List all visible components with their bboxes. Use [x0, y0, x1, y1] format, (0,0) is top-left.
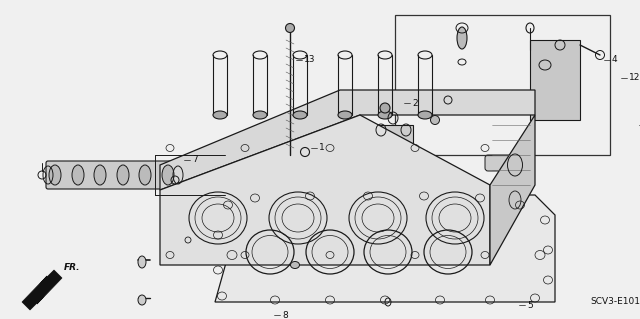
FancyBboxPatch shape	[46, 161, 180, 189]
Ellipse shape	[380, 103, 390, 113]
Text: 2: 2	[412, 99, 418, 108]
Polygon shape	[160, 90, 535, 190]
Text: 12: 12	[629, 73, 640, 83]
Ellipse shape	[418, 111, 432, 119]
Bar	[395, 15, 610, 155]
Polygon shape	[160, 115, 490, 265]
Ellipse shape	[138, 256, 146, 268]
Ellipse shape	[49, 165, 61, 185]
Text: 8: 8	[282, 310, 288, 319]
Polygon shape	[490, 115, 535, 265]
Text: FR.: FR.	[64, 263, 81, 272]
Ellipse shape	[138, 295, 146, 305]
Ellipse shape	[213, 111, 227, 119]
Text: 1: 1	[319, 144, 324, 152]
Text: 4: 4	[612, 56, 618, 64]
Text: 13: 13	[304, 56, 316, 64]
Ellipse shape	[117, 165, 129, 185]
Ellipse shape	[378, 111, 392, 119]
Ellipse shape	[162, 165, 174, 185]
Text: 5: 5	[527, 300, 532, 309]
Text: 7: 7	[192, 155, 198, 165]
Ellipse shape	[291, 262, 300, 269]
Bar	[192, 233, 200, 255]
Ellipse shape	[293, 111, 307, 119]
Ellipse shape	[285, 24, 294, 33]
Text: SCV3-E1010: SCV3-E1010	[590, 298, 640, 307]
Bar	[530, 40, 580, 120]
Ellipse shape	[139, 165, 151, 185]
Ellipse shape	[431, 115, 440, 124]
Ellipse shape	[72, 165, 84, 185]
FancyBboxPatch shape	[485, 155, 531, 171]
Polygon shape	[215, 195, 555, 302]
Bar	[375, 125, 413, 165]
Ellipse shape	[94, 165, 106, 185]
Ellipse shape	[457, 27, 467, 49]
Ellipse shape	[338, 111, 352, 119]
Ellipse shape	[253, 111, 267, 119]
Polygon shape	[22, 270, 62, 310]
